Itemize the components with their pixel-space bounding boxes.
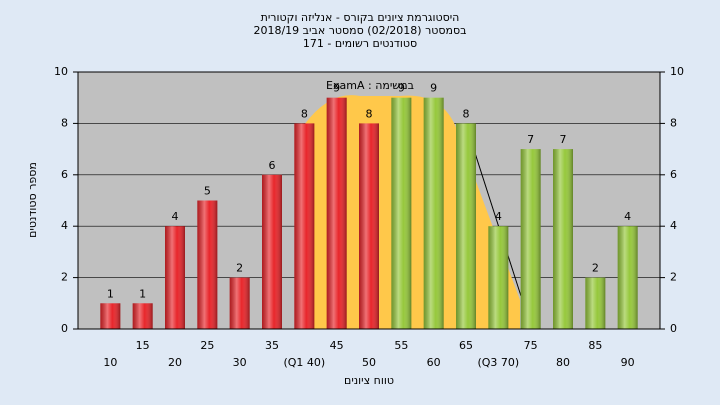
- data-label: 7: [560, 133, 567, 146]
- bar-shade: [520, 149, 541, 329]
- data-label: 5: [204, 185, 211, 198]
- x-tick-label: 75: [524, 339, 538, 352]
- x-tick-label: 50: [362, 356, 376, 369]
- data-label: 9: [333, 82, 340, 95]
- chart-subtitle: סטודנטים רשומים - 171: [303, 37, 417, 50]
- bar-shade: [391, 97, 412, 329]
- y-tick-label: 6: [61, 168, 68, 181]
- y2-tick-label: 4: [670, 219, 677, 232]
- x-tick-label: 30: [233, 356, 247, 369]
- data-label: 4: [172, 210, 179, 223]
- x-tick-label: 65: [459, 339, 473, 352]
- chart-subtitle: בסמסטר (02/2018) סמסטר אביב 2018/19: [253, 24, 466, 37]
- bar-shade: [617, 226, 638, 329]
- bar-shade: [262, 174, 282, 329]
- y2-tick-label: 2: [670, 271, 677, 284]
- bar-shade: [294, 123, 315, 330]
- data-label: 9: [398, 82, 405, 95]
- x-tick-label: 55: [394, 339, 408, 352]
- y2-tick-label: 6: [670, 168, 677, 181]
- data-label: 2: [592, 262, 599, 275]
- data-label: 4: [495, 210, 502, 223]
- y-tick-label: 8: [61, 116, 68, 129]
- bar-shade: [197, 200, 218, 329]
- data-label: 4: [624, 210, 631, 223]
- data-label: 6: [269, 159, 276, 172]
- bar-shade: [553, 149, 573, 329]
- x-tick-label: 60: [427, 356, 441, 369]
- x-axis-label: טווח ציונים: [344, 374, 394, 387]
- bar-shade: [100, 303, 121, 329]
- y-tick-label: 4: [61, 219, 68, 232]
- bar-shade: [229, 277, 250, 329]
- x-tick-label: 20: [168, 356, 182, 369]
- bar-shade: [585, 277, 606, 329]
- data-label: 8: [301, 107, 308, 120]
- y-axis-label: מספר סטודנטים: [26, 162, 39, 238]
- bar-shade: [132, 303, 153, 329]
- chart-title: היסטוגרמת ציונים בקורס - אנליזה וקטורית: [261, 11, 460, 24]
- x-tick-label: 10: [103, 356, 117, 369]
- x-tick-label: (Q1 40): [283, 356, 325, 369]
- annotation: ExamA : במשימה: [326, 79, 414, 92]
- bar-shade: [359, 123, 379, 330]
- data-label: 1: [139, 287, 146, 300]
- bar-shade: [165, 226, 185, 329]
- data-label: 1: [107, 287, 114, 300]
- x-tick-label: 85: [588, 339, 602, 352]
- y2-tick-label: 10: [670, 65, 684, 78]
- x-tick-label: (Q3 70): [477, 356, 519, 369]
- x-tick-label: 35: [265, 339, 279, 352]
- y-tick-label: 0: [61, 322, 68, 335]
- x-tick-label: 15: [136, 339, 150, 352]
- y2-tick-label: 0: [670, 322, 677, 335]
- data-label: 8: [463, 107, 470, 120]
- data-label: 9: [430, 82, 437, 95]
- x-tick-label: 90: [621, 356, 635, 369]
- bar-shade: [423, 97, 444, 329]
- bar-shade: [456, 123, 476, 330]
- plot-border: [77, 71, 661, 330]
- y-tick-label: 10: [54, 65, 68, 78]
- data-label: 2: [236, 262, 243, 275]
- x-tick-label: 25: [200, 339, 214, 352]
- data-label: 8: [366, 107, 373, 120]
- bar-shade: [488, 226, 509, 329]
- y-tick-label: 2: [61, 271, 68, 284]
- data-label: 7: [527, 133, 534, 146]
- x-tick-label: 45: [330, 339, 344, 352]
- x-tick-label: 80: [556, 356, 570, 369]
- bar-shade: [326, 97, 347, 329]
- y2-tick-label: 8: [670, 116, 677, 129]
